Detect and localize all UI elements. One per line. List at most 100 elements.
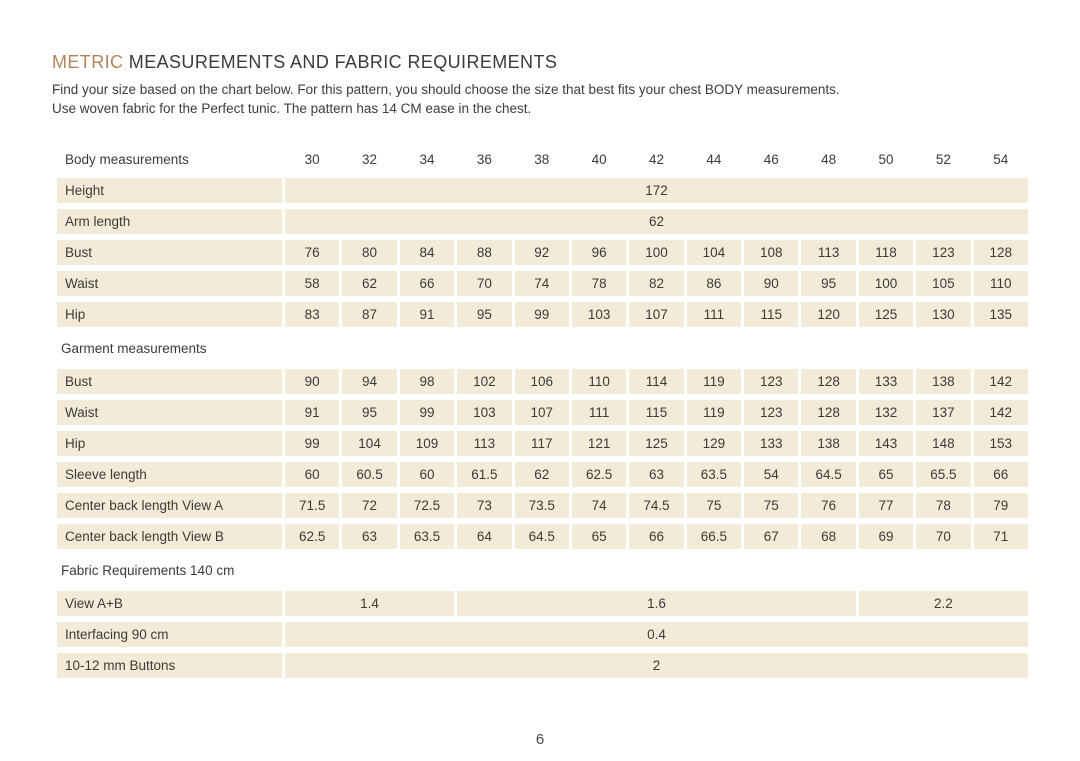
- value-cell: 100: [858, 271, 914, 296]
- row-label: Center back length View B: [57, 524, 282, 549]
- value-cell: 110: [571, 369, 627, 394]
- title-accent: METRIC: [52, 52, 124, 72]
- size-column-header: 34: [419, 152, 435, 167]
- value-cell: 78: [916, 493, 971, 518]
- value-cell: 99: [399, 400, 455, 425]
- subtitle-line-2: Use woven fabric for the Perfect tunic. …: [52, 101, 532, 116]
- row-label: Hip: [57, 431, 282, 456]
- value-cell: 115: [744, 302, 799, 327]
- size-column-header: 36: [476, 152, 492, 167]
- value-cell: 66: [973, 462, 1028, 487]
- row-label: Arm length: [57, 209, 282, 234]
- value-cell: 64.5: [801, 462, 856, 487]
- value-cell: 138: [801, 431, 856, 456]
- row-label: Interfacing 90 cm: [57, 622, 282, 647]
- value-cell: 74: [571, 493, 627, 518]
- value-cell: 142: [973, 369, 1028, 394]
- value-cell: 128: [801, 400, 856, 425]
- value-cell: 88: [457, 240, 512, 265]
- page-title: METRIC MEASUREMENTS AND FABRIC REQUIREME…: [52, 52, 1030, 73]
- size-column-header: 40: [591, 152, 607, 167]
- value-cell: 71.5: [285, 493, 340, 518]
- value-span-cell: 172: [285, 178, 1028, 203]
- page-number: 6: [535, 731, 545, 748]
- value-cell: 91: [399, 302, 455, 327]
- value-cell: 114: [629, 369, 684, 394]
- value-cell: 104: [686, 240, 742, 265]
- value-cell: 58: [285, 271, 340, 296]
- value-cell: 106: [514, 369, 569, 394]
- value-cell: 118: [858, 240, 914, 265]
- value-cell: 108: [744, 240, 799, 265]
- value-cell: 123: [744, 369, 799, 394]
- value-cell: 99: [285, 431, 340, 456]
- value-cell: 133: [858, 369, 914, 394]
- value-cell: 103: [457, 400, 512, 425]
- size-column-header: 38: [534, 152, 550, 167]
- value-cell: 99: [514, 302, 569, 327]
- subtitle-line-1: Find your size based on the chart below.…: [52, 82, 840, 97]
- value-cell: 66: [629, 524, 684, 549]
- value-span-cell: 62: [285, 209, 1028, 234]
- value-cell: 65: [571, 524, 627, 549]
- value-cell: 100: [629, 240, 684, 265]
- value-cell: 135: [973, 302, 1028, 327]
- value-cell: 63.5: [686, 462, 742, 487]
- value-cell: 115: [629, 400, 684, 425]
- size-table: Body measurements 30 32 34 36 38 40 42 44 46 48 50 5…: [57, 147, 1028, 678]
- value-cell: 120: [801, 302, 856, 327]
- value-cell: 62: [342, 271, 397, 296]
- value-cell: 54: [744, 462, 799, 487]
- value-cell: 70: [457, 271, 512, 296]
- value-cell: 65.5: [916, 462, 971, 487]
- value-cell: 119: [686, 400, 742, 425]
- value-cell: 75: [686, 493, 742, 518]
- size-column-header: 54: [993, 152, 1009, 167]
- value-cell: 64: [457, 524, 512, 549]
- value-cell: 70: [916, 524, 971, 549]
- value-cell: 66: [399, 271, 455, 296]
- row-label: View A+B: [57, 591, 282, 616]
- value-cell: 74.5: [629, 493, 684, 518]
- value-cell: 102: [457, 369, 512, 394]
- value-cell: 107: [629, 302, 684, 327]
- size-column-header: 50: [878, 152, 894, 167]
- value-cell: 68: [801, 524, 856, 549]
- value-cell: 111: [571, 400, 627, 425]
- value-cell: 143: [858, 431, 914, 456]
- value-cell: 113: [457, 431, 512, 456]
- value-cell: 62.5: [571, 462, 627, 487]
- size-column-header: 30: [304, 152, 320, 167]
- value-cell: 74: [514, 271, 569, 296]
- value-cell: 67: [744, 524, 799, 549]
- title-rest: MEASUREMENTS AND FABRIC REQUIREMENTS: [123, 52, 558, 72]
- value-cell: 119: [686, 369, 742, 394]
- value-cell: 73: [457, 493, 512, 518]
- size-column-header: 52: [935, 152, 951, 167]
- value-cell: 98: [399, 369, 455, 394]
- value-cell: 72: [342, 493, 397, 518]
- size-column-header: 42: [648, 152, 664, 167]
- value-cell: 130: [916, 302, 971, 327]
- value-span-cell: 1.6: [457, 591, 856, 616]
- value-cell: 105: [916, 271, 971, 296]
- page-header: METRIC MEASUREMENTS AND FABRIC REQUIREME…: [0, 0, 1080, 118]
- size-column-header: 46: [763, 152, 779, 167]
- row-label: Bust: [57, 240, 282, 265]
- value-cell: 60: [285, 462, 340, 487]
- value-span-cell: 1.4: [285, 591, 455, 616]
- value-cell: 103: [571, 302, 627, 327]
- value-cell: 63.5: [399, 524, 455, 549]
- size-column-header: 48: [821, 152, 837, 167]
- row-label: Height: [57, 178, 282, 203]
- value-span-cell: 2.2: [858, 591, 1028, 616]
- value-cell: 153: [973, 431, 1028, 456]
- value-cell: 94: [342, 369, 397, 394]
- value-cell: 91: [285, 400, 340, 425]
- value-cell: 66.5: [686, 524, 742, 549]
- row-label: Sleeve length: [57, 462, 282, 487]
- value-cell: 86: [686, 271, 742, 296]
- value-cell: 63: [342, 524, 397, 549]
- value-cell: 107: [514, 400, 569, 425]
- value-cell: 123: [916, 240, 971, 265]
